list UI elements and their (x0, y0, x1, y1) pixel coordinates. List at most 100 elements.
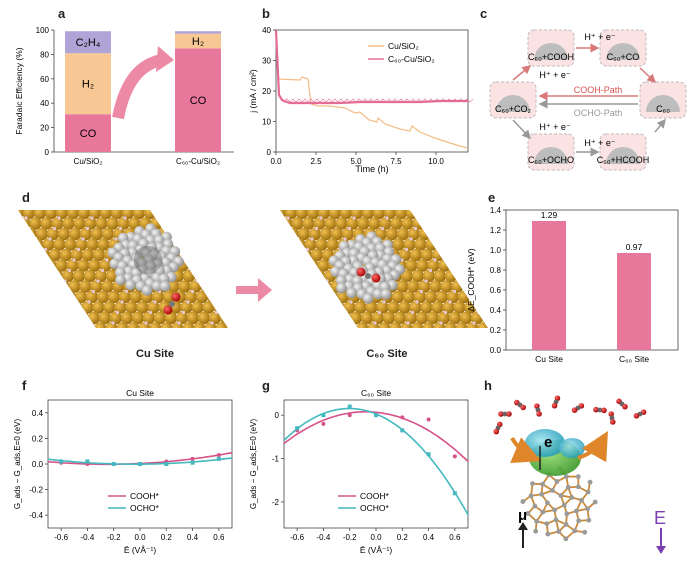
data-point (190, 456, 195, 461)
data-point (59, 459, 64, 464)
panel-a-ytick: 80 (40, 50, 49, 59)
step-label-1: H⁺ + e⁻ (584, 32, 616, 42)
data-point (59, 460, 64, 465)
panel-e-category: C₆₀ Site (619, 354, 649, 364)
bar-segment (175, 31, 221, 34)
data-point (138, 462, 142, 466)
data-point (164, 462, 169, 466)
panel-a-ytick: 40 (40, 99, 49, 108)
path-label-ocho: OCHO-Path (574, 108, 623, 118)
data-point (321, 421, 326, 426)
node-c60-co: C₆₀+CO (599, 29, 647, 67)
panel-e-ytick: 0.8 (490, 266, 502, 275)
ytick: 0.2 (32, 434, 44, 443)
plot-title: Cu Site (126, 388, 154, 398)
bar-segment (65, 114, 111, 152)
data-point (452, 454, 457, 459)
panel-e-ylabel: ΔE_COOH* (eV) (466, 248, 476, 311)
arrow-co2-to-ocho (512, 119, 532, 140)
xtick: -0.2 (107, 533, 121, 542)
xtick: 0.2 (161, 533, 173, 542)
fit-line (47, 457, 233, 465)
bar-segment (175, 33, 221, 49)
ytick: -2 (272, 498, 280, 507)
legend-c60-label: C₆₀-Cu/SiO₂ (388, 54, 435, 64)
plot-ylabel: G_ads − G_ads,E=0 (eV) (249, 419, 258, 510)
xtick: 0.2 (397, 533, 409, 542)
cu-slab-left (18, 210, 228, 328)
data-point (216, 456, 221, 461)
mu-arrow (518, 522, 528, 530)
panel-b-xlabel: Time (h) (355, 164, 388, 174)
data-point (321, 413, 326, 418)
panel-label-a: a (58, 6, 66, 21)
panel-e-ytick: 0.2 (490, 326, 502, 335)
c60-cluster-left (107, 223, 184, 296)
panel-e-value: 1.29 (541, 210, 558, 220)
arrow-left-orange (510, 436, 542, 463)
node-c60-co2-label: C₆₀+CO₂ (495, 104, 532, 114)
field-label: E (654, 508, 666, 528)
plot-title: C₆₀ Site (361, 388, 391, 398)
data-point (138, 462, 142, 466)
series-c60-line (274, 29, 468, 105)
bar-segment-label: H₂ (192, 36, 204, 48)
data-point (400, 428, 405, 433)
data-point (111, 462, 116, 466)
xtick: -0.6 (290, 533, 304, 542)
data-point (190, 460, 195, 465)
data-point (216, 453, 221, 458)
charge-density-green (529, 440, 581, 476)
mu-label: μ (518, 507, 527, 524)
data-point (426, 417, 431, 422)
path-label-cooh: COOH-Path (574, 85, 623, 95)
ytick: -0.2 (29, 486, 43, 495)
panel-b-ylabel: j (mA / cm²) (248, 69, 258, 114)
series-cu-line (275, 29, 469, 149)
xtick: -0.4 (317, 533, 331, 542)
node-c60-hcooh-label: C₆₀+HCOOH (597, 155, 650, 165)
panel-b-frame (275, 29, 469, 153)
bar-segment-label: CO (80, 128, 97, 140)
panel-e-ytick: 1.0 (490, 246, 502, 255)
node-c60-label: C₆₀ (656, 104, 670, 114)
data-point (111, 462, 116, 466)
node-c60: C₆₀ (639, 81, 687, 119)
panel-e-bar (617, 253, 651, 350)
co2-molecules (493, 395, 647, 435)
bar-segment (65, 53, 111, 115)
panel-d-left-caption: Cu Site (136, 348, 174, 360)
panel-a-arrow (112, 54, 164, 120)
panel-b-xtick: 7.5 (390, 157, 402, 166)
bar-segment (175, 48, 221, 152)
node-c60-cooh: C₆₀+COOH (527, 29, 575, 67)
data-point (400, 415, 405, 420)
data-point (85, 462, 90, 466)
legend-cu-label: Cu/SiO₂ (388, 41, 419, 51)
panel-a-category: C₆₀-Cu/SiO₂ (176, 157, 220, 166)
node-c60-cooh-label: C₆₀+COOH (528, 52, 574, 62)
panel-b-xtick: 2.5 (310, 157, 322, 166)
data-point (426, 452, 431, 457)
panel-b-ytick: 40 (262, 26, 271, 35)
panel-label-d: d (22, 190, 30, 205)
arrow-co2-to-cooh (512, 65, 532, 81)
node-c60-ocho-label: C₆₀+OCHO (528, 155, 574, 165)
xtick: 0.6 (449, 533, 461, 542)
xtick: 0.4 (187, 533, 199, 542)
panel-d-arrow (236, 278, 272, 302)
node-c60-co-label: C₆₀+CO (607, 52, 640, 62)
panel-a-ytick: 20 (40, 124, 49, 133)
fit-line (47, 451, 233, 466)
panel-a-ytick: 100 (36, 26, 50, 35)
panel-label-e: e (488, 190, 496, 205)
panel-b-ytick: 10 (262, 118, 271, 127)
panel-e-ytick: 1.4 (490, 206, 502, 215)
charge-density-cyan (525, 429, 565, 457)
data-point (452, 491, 457, 496)
xtick: 0.0 (134, 533, 146, 542)
field-arrow (656, 546, 666, 554)
